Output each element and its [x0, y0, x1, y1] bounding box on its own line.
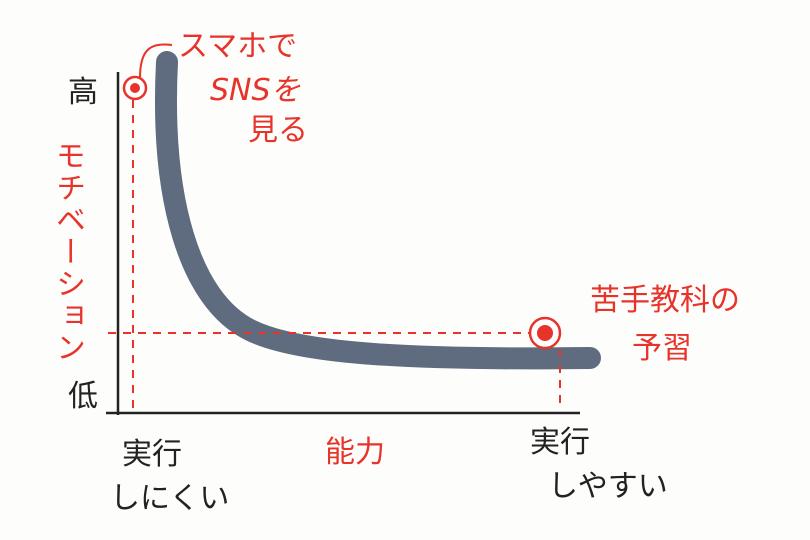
- annotation: スマホで: [178, 29, 298, 64]
- x-right-label: しやすい: [548, 469, 668, 504]
- curve: [155, 51, 601, 370]
- x-axis-label: 能力: [325, 435, 385, 470]
- annotation: SNSを: [210, 73, 301, 108]
- y-low-label: 低: [68, 379, 98, 414]
- x-left-label: 実行: [122, 437, 182, 472]
- annotation: 見る: [248, 113, 308, 148]
- x-right-label: 実行: [530, 425, 590, 460]
- leader-line: [139, 43, 173, 79]
- point-marker-dot: [130, 83, 140, 93]
- x-left-label: しにくい: [110, 481, 230, 516]
- y-high-label: 高: [68, 75, 98, 110]
- annotation: 苦手教科の: [590, 283, 740, 318]
- point-marker-dot: [537, 325, 553, 341]
- y-axis-label: モチベーション: [50, 140, 85, 364]
- annotation: 予習: [632, 331, 692, 366]
